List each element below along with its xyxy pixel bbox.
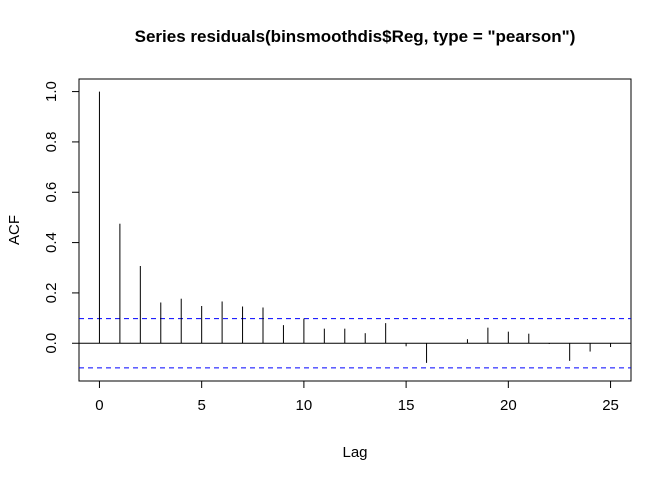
x-axis: 0 5 10 15 20 25 (95, 380, 619, 414)
y-tick-label: 0.2 (43, 282, 60, 303)
y-tick-label: 1.0 (43, 81, 60, 102)
x-tick-label: 5 (197, 397, 205, 414)
y-axis: 0.0 0.2 0.4 0.6 0.8 1.0 (43, 81, 80, 354)
x-tick-label: 0 (95, 397, 103, 414)
x-axis-label: Lag (342, 444, 367, 461)
chart-title: Series residuals(binsmoothdis$Reg, type … (135, 27, 576, 46)
acf-bars (98, 91, 612, 363)
x-tick-label: 20 (500, 397, 517, 414)
y-tick-label: 0.4 (43, 232, 60, 253)
y-tick-label: 0.0 (43, 333, 60, 354)
y-tick-label: 0.8 (43, 131, 60, 152)
confidence-bounds (79, 318, 631, 369)
x-tick-label: 15 (398, 397, 415, 414)
y-axis-label: ACF (6, 215, 23, 245)
plot-frame (78, 78, 632, 382)
y-tick-label: 0.6 (43, 182, 60, 203)
x-tick-label: 25 (602, 397, 619, 414)
x-tick-label: 10 (296, 397, 313, 414)
